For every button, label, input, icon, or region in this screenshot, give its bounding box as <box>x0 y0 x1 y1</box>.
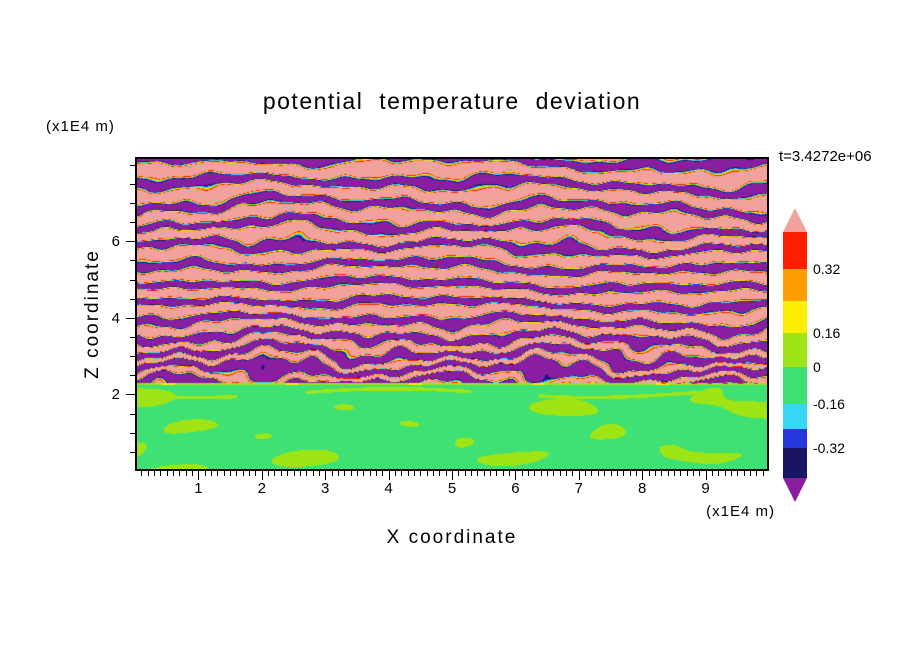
temperature-field-canvas <box>137 159 767 469</box>
colorbar-top-arrow <box>783 208 807 232</box>
z-axis-unit-label: (x1E4 m) <box>46 118 115 135</box>
chart-title: potential temperature deviation <box>262 88 642 114</box>
z-axis-ticks <box>126 157 135 471</box>
x-axis-title: X coordinate <box>386 527 518 548</box>
plot-area <box>135 157 769 471</box>
x-axis-unit-label: (x1E4 m) <box>706 503 775 520</box>
colorbar-body <box>783 232 807 478</box>
colorbar <box>783 208 807 502</box>
time-annotation: t=3.4272e+06 <box>779 148 872 165</box>
x-axis-ticks <box>135 471 769 481</box>
colorbar-bottom-arrow <box>783 478 807 502</box>
colorbar-labels: 0.32 0.16 0 -0.16 -0.32 <box>813 260 845 457</box>
